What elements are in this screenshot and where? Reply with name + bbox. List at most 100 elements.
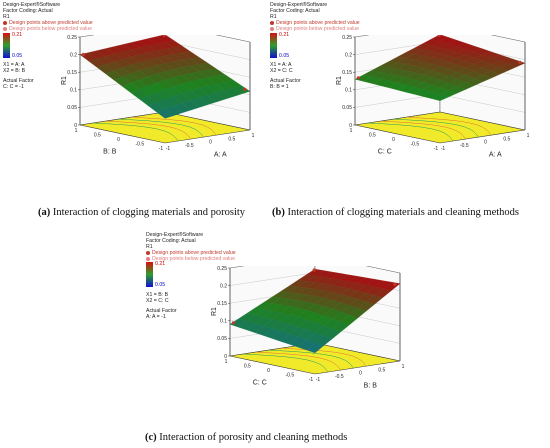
plot-c-axis2-tick-label: 0 [359, 371, 362, 377]
panel-a-legend-above: Design points above predicted value [3, 20, 93, 26]
plot-a-z-tick-label: 0 [74, 123, 77, 129]
panel-c-response: R1 [146, 244, 153, 250]
panel-a-color-low: 0.05 [12, 53, 23, 59]
plot-b-axis2-tick-label: 1 [527, 133, 530, 139]
plot-c-axis1-label: C: C [253, 379, 267, 386]
plot-a-z-label: R1 [61, 76, 68, 85]
plot-b-design-point [518, 60, 522, 64]
plot-b-axis2-tick-label: 0.5 [503, 136, 510, 142]
panel-a-factor-coding: Factor Coding: Actual [3, 8, 53, 14]
panel-b-legend-above: Design points above predicted value [270, 20, 360, 26]
plot-b-contour-line [367, 122, 454, 142]
plot-a-design-point [243, 87, 247, 91]
plot-c-gridline [229, 272, 316, 286]
plot-b-design-point [356, 76, 360, 80]
panel-a-colorbar [3, 33, 10, 58]
plot-c-axis2-tick-label: 0.5 [378, 367, 385, 373]
panel-c-x2: X2 = C: C [146, 298, 169, 304]
plot-b-axis2-tick-label: -0.5 [460, 143, 469, 149]
plot-c-z-tick-label: 0.25 [217, 266, 227, 272]
plot-b-axis2-tick-label: -1 [441, 146, 446, 152]
plot-c-axis2-label: B: B [364, 383, 378, 390]
plot-b-z-tick-label: 0 [349, 123, 352, 129]
plot-c-z-tick-label: 0 [224, 354, 227, 360]
plot-c-z-label: R1 [211, 307, 218, 316]
plot-a-axis1-tick-label: 0 [117, 137, 120, 143]
panel-a-legend-below: Design points below predicted value [3, 26, 92, 32]
plot-b: 0.25 0.2 0.15 0.1 0.05 0 R1 1 0.5 0 -0.5 -1 C: C -1 -0… [336, 35, 530, 159]
panel-b-color-low: 0.05 [279, 53, 290, 59]
legend-dot-icon [146, 256, 150, 261]
plot-a-z-tick-label: 0.05 [67, 105, 77, 111]
panel-b-factor-coding: Factor Coding: Actual [270, 8, 320, 14]
panel-a-actual-factor: C: C = -1 [3, 84, 24, 90]
plot-c-surface-patch [306, 342, 324, 354]
plot-b-axis1-tick-label: 0.5 [369, 133, 376, 139]
panel-a-x2: X2 = B: B [3, 68, 26, 74]
plot-a-z-tick-label: 0.25 [67, 35, 77, 41]
plot-a-axis2-tick-label: 1 [252, 133, 255, 139]
plot-c-axis1-tick-label: -0.5 [285, 373, 294, 379]
plot-b-axis2-tick-label: 0 [484, 140, 487, 146]
plot-b-z-tick-label: 0.2 [345, 52, 352, 58]
plot-b-design-point [437, 35, 441, 37]
plot-c-z-tick-label: 0.05 [217, 336, 227, 342]
plot-b-z-tick-label: 0.1 [345, 88, 352, 94]
panel-c-actual-factor: A: A = -1 [146, 314, 166, 320]
plot-a-contour-line [118, 118, 204, 138]
panel-c-color-low: 0.05 [155, 282, 166, 288]
panel-b-response: R1 [270, 14, 277, 20]
plot-c-axis1-tick-label: 0 [267, 368, 270, 374]
plot-a-axis1-label: B: B [103, 148, 117, 155]
plot-b-z-label: R1 [336, 76, 343, 85]
plot-b-z-tick-label: 0.25 [342, 35, 352, 41]
plot-c-contour-line [242, 353, 329, 373]
plot-a-axis1-tick-label: 1 [75, 128, 78, 134]
panel-b-x1: X1 = A: A [270, 62, 292, 68]
plot-b-axis1-tick-label: -0.5 [410, 142, 419, 148]
panel-a-actual-factor-title: Actual Factor [3, 78, 34, 84]
plot-b-contour-line [405, 116, 492, 136]
legend-dot-icon [270, 20, 274, 25]
plot-c-z-tick-label: 0.2 [220, 283, 227, 289]
plot-a-axis2-tick-label: 0 [209, 140, 212, 146]
plot-a-design-point [81, 52, 85, 57]
plot-c-z-tick-label: 0.15 [217, 301, 227, 307]
plot-a-axis1-tick-label: -1 [159, 146, 164, 152]
panel-c-caption: (c) Interaction of porosity and cleaning… [145, 432, 348, 443]
plot-c-contour-line [255, 351, 341, 371]
plot-a-design-point [162, 35, 166, 37]
plot-c-axis2-tick-label: 1 [402, 364, 405, 370]
plot-a-axis1-tick-label: 0.5 [94, 133, 101, 139]
plot-b-gridline [439, 94, 526, 113]
panel-b-x2: X2 = C: C [270, 68, 293, 74]
plot-a-contour-line [105, 120, 191, 140]
plot-a-axis1-tick-label: -0.5 [135, 142, 144, 148]
plot-b-axis1-tick-label: 1 [350, 128, 353, 134]
plot-a-z-tick-label: 0.2 [70, 52, 77, 58]
plot-a-contour-line [130, 116, 217, 136]
plot-c-axis2-tick-label: -1 [316, 377, 321, 383]
plot-c-axis1-tick-label: -1 [309, 377, 314, 383]
plot-c-axis1-tick-label: 0.5 [244, 364, 251, 370]
plot-c: 0.25 0.2 0.15 0.1 0.05 0 R1 1 0.5 0 -0.5 -1 C: C -1 -0… [211, 266, 405, 390]
plot-c-design-point [312, 268, 316, 272]
panel-b-legend-below: Design points below predicted value [270, 26, 359, 32]
plot-a: 0.25 0.2 0.15 0.1 0.05 0 R1 1 0.5 0 -0.5 -1 B: B -1 -0… [61, 35, 255, 159]
plot-b-contour-line [393, 118, 479, 138]
panel-c-software: Design-Expert®Software [146, 232, 204, 238]
plot-b-axis1-label: C: C [378, 148, 392, 155]
plot-b-contour-line [380, 120, 466, 140]
panel-b-software: Design-Expert®Software [270, 2, 328, 8]
panel-b-actual-factor-title: Actual Factor [270, 78, 301, 84]
plot-a-surface-patch [156, 108, 174, 119]
panel-c-x1: X1 = B: B [146, 292, 169, 298]
panel-a-software: Design-Expert®Software [3, 2, 61, 8]
plot-b-axis1-tick-label: -1 [434, 146, 439, 152]
panel-c-legend-above: Design points above predicted value [146, 250, 236, 256]
legend-dot-icon [3, 26, 7, 31]
plot-b-surface-patch [431, 94, 449, 101]
plot-a-axis2-tick-label: 0.5 [228, 136, 235, 142]
plot-a-axis2-label: A: A [214, 152, 227, 159]
plot-c-z-tick-label: 0.1 [220, 319, 227, 325]
